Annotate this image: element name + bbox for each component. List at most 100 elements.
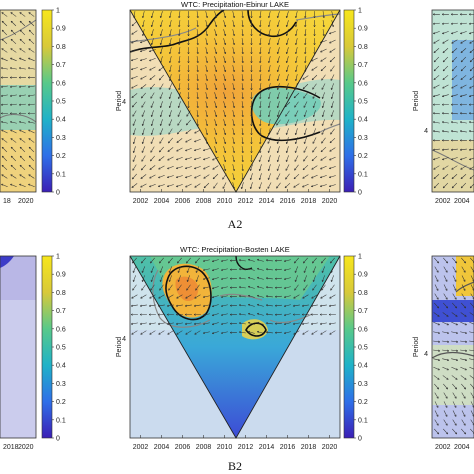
panel-a2-arrow-80 bbox=[232, 38, 236, 45]
panel-b2-arrow-147 bbox=[212, 313, 219, 317]
panel-a2-arrow-341 bbox=[303, 137, 307, 144]
panel-a2-arrow-134 bbox=[304, 56, 307, 64]
panel-a2-arrow-185 bbox=[140, 84, 147, 89]
colorbar-a1-tick-label-0: 0 bbox=[56, 190, 60, 197]
panel-a3-arrow-42 bbox=[451, 84, 458, 89]
panel-a2-arrow-413 bbox=[329, 166, 336, 170]
panel-b2-arrow-58 bbox=[238, 277, 246, 280]
panel-a1-arrow-74 bbox=[19, 174, 26, 179]
panel-a2-arrow-368 bbox=[132, 155, 137, 162]
panel-a2-arrow-123 bbox=[205, 56, 209, 63]
panel-a2-arrow-189 bbox=[178, 83, 181, 91]
panel-a2-arrow-110 bbox=[294, 47, 298, 54]
panel-a2-arrow-95 bbox=[159, 47, 163, 54]
panel-b2-arrow-132 bbox=[284, 304, 291, 308]
panel-a2-arrow-156 bbox=[294, 65, 298, 72]
colorbar-a1-tick-label-7: 0.7 bbox=[56, 62, 66, 69]
panel-a2-arrow-367 bbox=[329, 147, 336, 152]
panel-b2-arrow-192 bbox=[202, 331, 210, 334]
panel-a2-arrow-388 bbox=[311, 155, 318, 162]
panel-a2-arrow-439 bbox=[149, 183, 156, 188]
panel-a2-arrow-406 bbox=[267, 164, 271, 171]
panel-b2-arrow-6 bbox=[186, 257, 191, 264]
panel-a2-arrow-113 bbox=[320, 48, 327, 53]
panel-a2-arrow-181 bbox=[311, 74, 318, 81]
panel-b2-arrow-113 bbox=[320, 294, 327, 299]
panel-b2-arrow-140 bbox=[148, 313, 156, 316]
panel-a2-arrow-154 bbox=[276, 65, 280, 72]
panel-a1-arrow-65 bbox=[10, 155, 17, 162]
panel-b2: WTC: Precipitation-Bosten LAKE Period 4 … bbox=[116, 245, 341, 473]
panel-a1-arrow-62 bbox=[19, 146, 26, 153]
panel-a2-arrow-132 bbox=[285, 56, 289, 63]
panel-a1-arrow-69 bbox=[10, 164, 17, 171]
panel-a3-arrow-88 bbox=[460, 165, 467, 170]
panel-a2-arrow-371 bbox=[158, 156, 165, 161]
panel-a2-arrow-231 bbox=[141, 101, 146, 108]
panel-a2-sig-contour-top bbox=[130, 10, 225, 53]
panel-a2-arrow-144 bbox=[187, 65, 190, 73]
panel-b2-arrow-51 bbox=[177, 275, 181, 282]
panel-b3-arrow-67 bbox=[451, 375, 458, 380]
panel-a2-arrow-435 bbox=[320, 175, 327, 179]
panel-a2-arrow-369 bbox=[141, 155, 146, 162]
panel-a2-arrow-310 bbox=[232, 128, 236, 135]
panel-b3-arrow-12 bbox=[452, 275, 457, 282]
panel-a1: 18 2020 bbox=[0, 9, 37, 205]
panel-a1-arrow-0 bbox=[1, 12, 8, 17]
panel-a2-arrow-140 bbox=[149, 66, 156, 71]
panel-a2-arrow-137 bbox=[329, 56, 336, 63]
panel-a3-arrow-82 bbox=[451, 157, 458, 161]
panel-b1-frame bbox=[0, 255, 37, 439]
colorbar-b2-tick-label-6: 0.6 bbox=[358, 326, 368, 333]
panel-b3-contour bbox=[431, 281, 474, 359]
panel-b3-arrow-59 bbox=[469, 358, 474, 361]
panel-b2-arrow-12 bbox=[238, 259, 246, 262]
panel-b2-arrow-115 bbox=[130, 304, 138, 307]
panel-b3-arrow-13 bbox=[461, 275, 466, 282]
panel-a2-arrow-326 bbox=[167, 137, 173, 144]
panel-a1-arrow-67 bbox=[28, 155, 35, 162]
panel-a1-arrow-41 bbox=[9, 103, 17, 106]
panel-a2-arrow-139 bbox=[140, 66, 147, 71]
panel-b2-arrow-52 bbox=[186, 275, 190, 282]
panel-a3-arrow-85 bbox=[433, 165, 440, 170]
panel-b3-arrow-36 bbox=[442, 321, 449, 326]
panel-a2-arrow-391 bbox=[132, 164, 137, 171]
colorbar-b2-tick-label-7: 0.7 bbox=[358, 308, 368, 315]
panel-a1-arrow-28 bbox=[0, 76, 8, 79]
panel-a2-arrow-401 bbox=[223, 164, 227, 171]
panel-b2-arrow-81 bbox=[238, 286, 246, 289]
panel-a3-arrow-0 bbox=[432, 13, 440, 16]
panel-a1-arrow-12 bbox=[1, 38, 8, 45]
panel-a3-arrow-83 bbox=[460, 157, 467, 161]
panel-b1: 2018 2020 bbox=[0, 255, 37, 451]
panel-b3-arrow-77 bbox=[452, 392, 457, 399]
panel-b2-arrow-158 bbox=[310, 313, 318, 316]
panel-a2-arrow-75 bbox=[187, 38, 190, 46]
panel-a2-arrow-153 bbox=[267, 65, 271, 72]
panel-a2-arrow-382 bbox=[258, 155, 262, 162]
panel-a2-arrow-18 bbox=[294, 11, 298, 18]
panel-a2-arrow-303 bbox=[168, 128, 173, 135]
panel-a2-xtick-tick-label-1: 2004 bbox=[154, 198, 170, 205]
panel-b2-xticks: 2002 2004 2006 2008 2010 2012 2014 2016 2018 2020 bbox=[133, 435, 337, 451]
panel-a1-arrow-44 bbox=[0, 112, 8, 115]
panel-a2-arrow-259 bbox=[186, 110, 191, 117]
panel-b3-arrow-97 bbox=[452, 428, 458, 435]
colorbar-a1-ticks: 0 0.1 0.2 0.3 0.4 0.5 0.6 0.7 0.8 0.9 1 bbox=[52, 8, 66, 197]
panel-a2-arrow-16 bbox=[276, 11, 280, 18]
panel-b2-arrow-191 bbox=[194, 330, 201, 335]
panel-a3-arrow-76 bbox=[441, 148, 449, 151]
panel-a3-arrow-54 bbox=[468, 103, 474, 106]
panel-a2-xtick-tick-label-9: 2020 bbox=[322, 198, 338, 205]
panel-a1-arrow-18 bbox=[19, 48, 26, 53]
panel-a2-arrow-180 bbox=[302, 75, 309, 80]
panel-a1-arrow-43 bbox=[27, 103, 35, 106]
panel-a2-arrow-168 bbox=[196, 74, 199, 82]
panel-a1-arrow-45 bbox=[9, 112, 17, 115]
panel-a2-arrow-173 bbox=[241, 74, 244, 82]
panel-b2-arrow-78 bbox=[212, 286, 219, 290]
colorbar-a2: 0 0.1 0.2 0.3 0.4 0.5 0.6 0.7 0.8 0.9 1 bbox=[343, 8, 368, 197]
panel-b3-hot bbox=[456, 256, 474, 296]
